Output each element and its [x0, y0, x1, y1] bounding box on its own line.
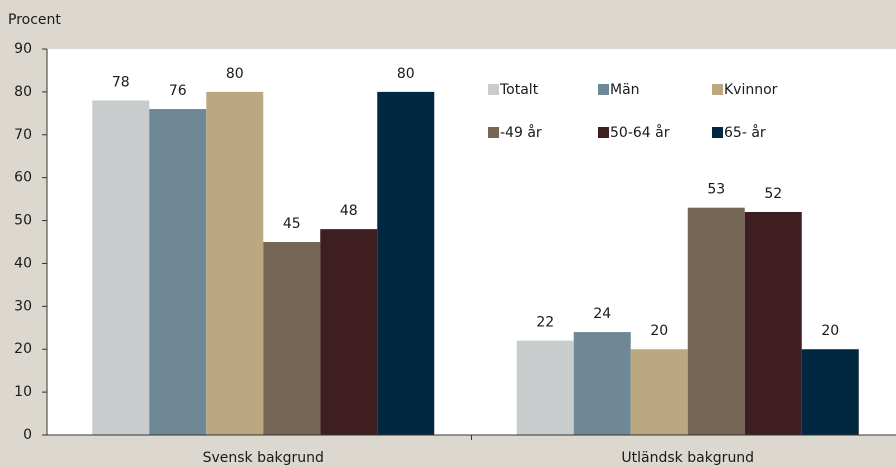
- legend-swatch: [488, 127, 499, 138]
- bar: [263, 242, 321, 435]
- legend-label: Män: [610, 82, 640, 98]
- legend-swatch: [712, 84, 723, 95]
- y-axis-label: Procent: [8, 12, 61, 28]
- bar: [687, 207, 745, 435]
- data-label: 22: [536, 315, 554, 331]
- legend-label: Kvinnor: [724, 82, 778, 98]
- legend-swatch: [598, 127, 609, 138]
- bar: [149, 109, 207, 436]
- y-tick-label: 10: [14, 384, 32, 400]
- data-label: 76: [169, 83, 187, 99]
- y-tick-label: 20: [14, 341, 32, 357]
- bar: [801, 349, 859, 435]
- legend-swatch: [488, 84, 499, 95]
- legend-label: -49 år: [500, 124, 542, 141]
- bar: [573, 332, 631, 435]
- y-tick-label: 40: [14, 255, 32, 271]
- data-label: 80: [397, 66, 415, 82]
- bar: [744, 211, 802, 435]
- x-tick-label: Svensk bakgrund: [203, 450, 324, 466]
- y-tick-label: 0: [23, 427, 32, 443]
- bar: [320, 229, 378, 435]
- bar: [630, 349, 688, 435]
- y-tick-label: 60: [14, 170, 32, 186]
- y-tick-label: 90: [14, 41, 32, 57]
- data-label: 80: [226, 66, 244, 82]
- bar: [92, 100, 150, 435]
- y-tick-label: 80: [14, 84, 32, 100]
- data-label: 24: [593, 306, 611, 322]
- data-label: 45: [283, 216, 301, 232]
- legend-label: Totalt: [499, 82, 539, 98]
- legend-label: 50-64 år: [610, 124, 670, 141]
- bar: [516, 340, 574, 435]
- y-tick-label: 50: [14, 213, 32, 229]
- data-label: 53: [707, 182, 725, 198]
- y-tick-label: 70: [14, 127, 32, 143]
- bar: [206, 91, 264, 435]
- data-label: 78: [112, 74, 130, 90]
- data-label: 20: [650, 323, 668, 339]
- legend-swatch: [598, 84, 609, 95]
- x-tick-label: Utländsk bakgrund: [621, 450, 754, 466]
- legend-swatch: [712, 127, 723, 138]
- data-label: 20: [821, 323, 839, 339]
- bar: [377, 91, 435, 435]
- data-label: 48: [340, 203, 358, 219]
- data-label: 52: [764, 186, 782, 202]
- y-tick-label: 30: [14, 298, 32, 314]
- legend-label: 65- år: [724, 124, 766, 141]
